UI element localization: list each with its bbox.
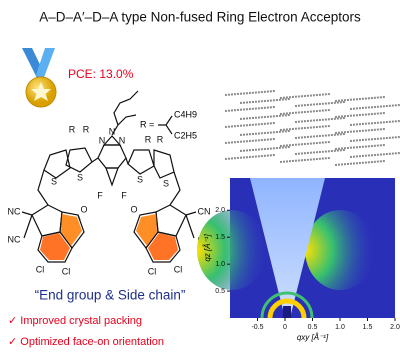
atom: R — [157, 134, 164, 144]
atom: S — [51, 176, 57, 186]
atom: S — [137, 174, 143, 184]
atom: O — [80, 204, 87, 214]
molecule-stack — [224, 106, 276, 112]
molecule-stack — [294, 101, 346, 107]
molecule-stack — [239, 130, 291, 136]
atom: N — [99, 135, 106, 145]
x-tick-label: 1.0 — [335, 324, 345, 331]
molecule-stack — [239, 146, 291, 152]
molecule-stack — [224, 138, 276, 144]
title: A–D–A′–D–A type Non-fused Ring Electron … — [39, 10, 361, 25]
molecule-stack — [224, 90, 276, 96]
atom: Cl — [148, 266, 157, 276]
molecule-stack — [349, 152, 400, 158]
giwaxs-image — [197, 178, 395, 319]
atom: S — [77, 172, 83, 182]
atom: Cl — [36, 264, 45, 274]
atom: N — [109, 126, 116, 136]
x-tick-label: 2.0 — [390, 324, 400, 331]
y-tick-label: 1.0 — [215, 261, 225, 268]
atom: F — [121, 190, 127, 200]
bullet: ✓ Optimized face-on orientation — [8, 336, 164, 348]
atom: F — [97, 190, 103, 200]
y-tick-label: 2.0 — [215, 207, 225, 214]
molecule-stack — [239, 114, 291, 120]
molecule-stack — [334, 112, 386, 118]
molecule-stack — [279, 109, 331, 115]
molecule-stack — [224, 154, 276, 160]
atom: O — [130, 204, 137, 214]
molecule-stack — [239, 98, 291, 104]
molecule-stack — [294, 117, 346, 123]
quote: “End group & Side chain” — [35, 288, 186, 303]
molecule-stack — [294, 133, 346, 139]
atom: NC — [8, 206, 21, 216]
atom: N — [119, 135, 126, 145]
crystal-packing — [224, 90, 400, 166]
side-chain: C2H5 — [174, 130, 197, 140]
molecule-stack — [334, 96, 386, 102]
x-tick-label: 1.5 — [363, 324, 373, 331]
atom: CN — [198, 206, 211, 216]
molecule-stack — [279, 125, 331, 131]
atom: NC — [8, 234, 21, 244]
bullet: ✓ Improved crystal packing — [8, 315, 142, 327]
molecule-stack — [349, 104, 400, 110]
molecule-stack — [349, 136, 400, 142]
molecule-stack — [334, 144, 386, 150]
molecule-stack — [334, 128, 386, 134]
r-definition: R = — [140, 119, 154, 129]
x-tick-label: 0.5 — [308, 324, 318, 331]
y-axis-label: qz [Å⁻¹] — [203, 234, 212, 262]
molecule-stack — [294, 149, 346, 155]
molecule-stack — [279, 141, 331, 147]
molecule-stack — [349, 120, 400, 126]
x-axis-label: qxy [Å⁻¹] — [297, 333, 329, 342]
pce-label: PCE: 13.0% — [68, 67, 134, 81]
medal-icon — [22, 48, 57, 108]
atom: Cl — [174, 264, 183, 274]
molecule-stack — [334, 160, 386, 166]
molecule-stack — [224, 122, 276, 128]
atom: R — [83, 124, 90, 134]
y-tick-label: 0.5 — [215, 288, 225, 295]
atom: R — [145, 134, 152, 144]
molecule — [21, 90, 197, 263]
x-tick-label: -0.5 — [251, 324, 263, 331]
side-chain: C4H9 — [174, 109, 197, 119]
x-tick-label: 0 — [283, 324, 287, 331]
atom: S — [163, 178, 169, 188]
molecule-stack — [279, 93, 331, 99]
atom: Cl — [62, 266, 71, 276]
molecule-stack — [279, 157, 331, 163]
atom: R — [69, 124, 76, 134]
y-tick-label: 1.5 — [215, 234, 225, 241]
